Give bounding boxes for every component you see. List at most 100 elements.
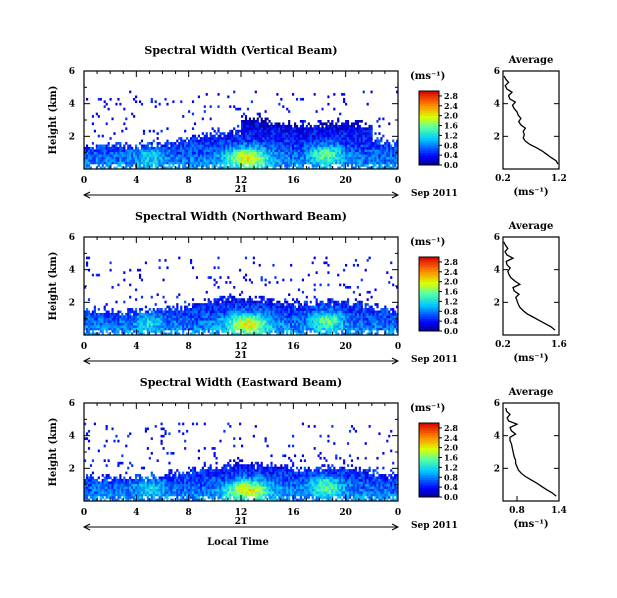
heatmap-cell <box>315 110 318 113</box>
heatmap-cell <box>172 154 175 157</box>
heatmap-cell <box>211 305 214 309</box>
heatmap-cell <box>280 496 283 499</box>
heatmap-cell <box>272 146 275 150</box>
heatmap-cell <box>282 105 285 108</box>
heatmap-cell <box>105 156 108 160</box>
heatmap-cell <box>140 149 144 153</box>
heatmap-cell <box>193 146 197 150</box>
heatmap-cell <box>274 312 277 316</box>
heatmap-cell <box>274 129 277 133</box>
heatmap-cell <box>378 149 381 153</box>
heatmap-cell <box>235 149 238 153</box>
heatmap-cell <box>244 144 248 148</box>
heatmap-cell <box>178 142 181 145</box>
heatmap-cell <box>290 124 293 128</box>
heatmap-cell <box>276 308 279 311</box>
heatmap-cell <box>364 142 367 145</box>
heatmap-cell <box>274 305 277 309</box>
heatmap-cell <box>189 317 193 321</box>
heatmap-cell <box>394 146 397 150</box>
heatmap-cell <box>237 325 240 328</box>
panel-northward-beam: Spectral Width (Northward Beam)246Height… <box>48 210 567 365</box>
heatmap-cell <box>348 146 352 150</box>
heatmap-cell <box>254 124 257 128</box>
heatmap-cell <box>250 100 253 104</box>
heatmap-cell <box>352 320 356 323</box>
heatmap-cell <box>221 166 224 169</box>
heatmap-cell <box>254 149 257 153</box>
heatmap-cell <box>354 127 357 130</box>
heatmap-cell <box>380 310 383 314</box>
heatmap-cell <box>254 305 257 309</box>
heatmap-cell <box>299 134 303 138</box>
heatmap-cell <box>93 327 96 331</box>
heatmap-cell <box>225 144 228 148</box>
heatmap-cell <box>317 120 320 123</box>
heatmap-cell <box>193 137 197 140</box>
heatmap-cell <box>223 295 226 299</box>
heatmap-cell <box>368 137 371 140</box>
heatmap-cell <box>313 137 316 140</box>
heatmap-cell <box>241 124 244 128</box>
heatmap-cell <box>354 161 357 165</box>
heatmap-cell <box>299 154 303 157</box>
heatmap-cell <box>99 154 102 157</box>
heatmap-cell <box>368 327 371 331</box>
heatmap-cell <box>268 330 271 333</box>
heatmap-cell <box>95 156 98 160</box>
heatmap-cell <box>388 325 391 328</box>
heatmap-cell <box>321 142 324 145</box>
heatmap-cell <box>191 330 195 333</box>
heatmap-cell <box>266 137 269 140</box>
heatmap-cell <box>113 317 116 321</box>
heatmap-cell <box>307 325 310 328</box>
heatmap-cell <box>325 256 328 260</box>
heatmap-cell <box>95 317 98 321</box>
heatmap-cell <box>195 151 199 155</box>
x-tick-label: 8 <box>186 176 192 186</box>
heatmap-cell <box>150 498 153 501</box>
heatmap-cell <box>144 320 147 323</box>
heatmap-cell <box>370 156 373 160</box>
heatmap-cell <box>321 320 324 323</box>
heatmap-cell <box>156 149 159 153</box>
heatmap-cell <box>280 134 283 138</box>
heatmap-cell <box>274 317 277 321</box>
heatmap-cell <box>223 164 226 167</box>
heatmap-cell <box>136 315 140 319</box>
heatmap-cell <box>386 144 389 148</box>
heatmap-cell <box>178 332 181 335</box>
heatmap-cell <box>129 327 132 331</box>
heatmap-cell <box>270 305 273 309</box>
heatmap-cell <box>229 498 232 501</box>
heatmap-cell <box>160 144 163 148</box>
heatmap-cell <box>166 496 169 499</box>
heatmap-cell <box>293 325 297 328</box>
heatmap-cell <box>309 159 312 162</box>
heatmap-cell <box>221 161 224 165</box>
heatmap-cell <box>123 332 126 335</box>
heatmap-cell <box>205 315 208 319</box>
y-tick-label: 2 <box>69 298 75 308</box>
heatmap-cell <box>250 142 253 145</box>
heatmap-cell <box>213 303 216 306</box>
heatmap-cell <box>87 149 91 153</box>
heatmap-cell <box>180 325 183 328</box>
colorbar-segment <box>419 298 439 302</box>
heatmap-cell <box>144 154 147 157</box>
heatmap-cell <box>329 127 332 130</box>
heatmap-cell <box>95 312 98 316</box>
heatmap-cell <box>107 161 110 165</box>
heatmap-cell <box>382 320 385 323</box>
heatmap-cell <box>164 315 167 319</box>
heatmap-cell <box>244 156 248 160</box>
heatmap-cell <box>274 139 277 143</box>
heatmap-cell <box>121 166 124 169</box>
heatmap-cell <box>221 139 224 143</box>
heatmap-cell <box>284 156 287 160</box>
heatmap-cell <box>205 164 208 167</box>
heatmap-cell <box>290 134 293 138</box>
heatmap-cell <box>85 164 89 167</box>
heatmap-cell <box>378 325 381 328</box>
heatmap-cell <box>370 139 373 143</box>
